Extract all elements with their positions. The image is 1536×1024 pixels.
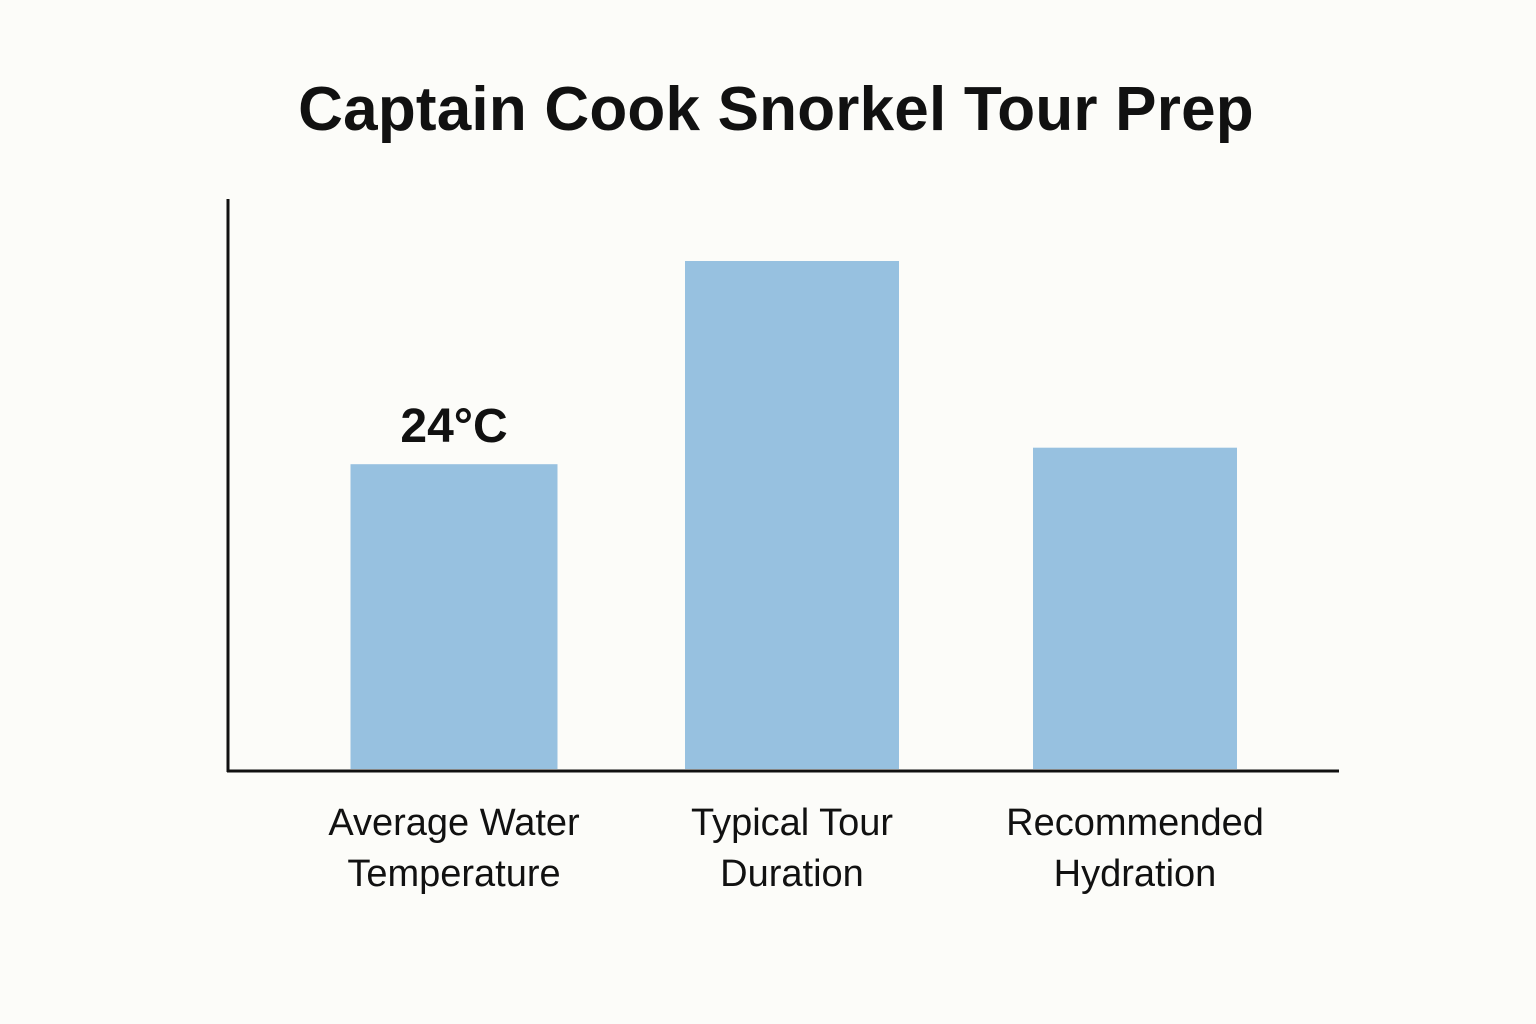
category-labels-group: Average Water Temperature Typical Tour Dura…	[328, 802, 1264, 895]
data-label-1: 24°C	[400, 400, 507, 453]
bar-3	[1033, 447, 1237, 769]
data-labels-group: 24°C	[400, 400, 507, 453]
category-label-3-line-2: Hydration	[1054, 853, 1217, 895]
category-label-3-line-1: Recommended	[1006, 802, 1264, 844]
bar-2	[685, 261, 899, 769]
category-label-1-line-1: Average Water	[328, 802, 580, 844]
category-label-2-line-2: Duration	[720, 853, 864, 895]
category-label-2-line-1: Typical Tour	[691, 802, 893, 844]
category-label-1-line-2: Temperature	[347, 853, 560, 895]
bars-group	[350, 261, 1237, 769]
bar-1	[350, 464, 558, 769]
chart-title: Captain Cook Snorkel Tour Prep	[298, 75, 1254, 144]
